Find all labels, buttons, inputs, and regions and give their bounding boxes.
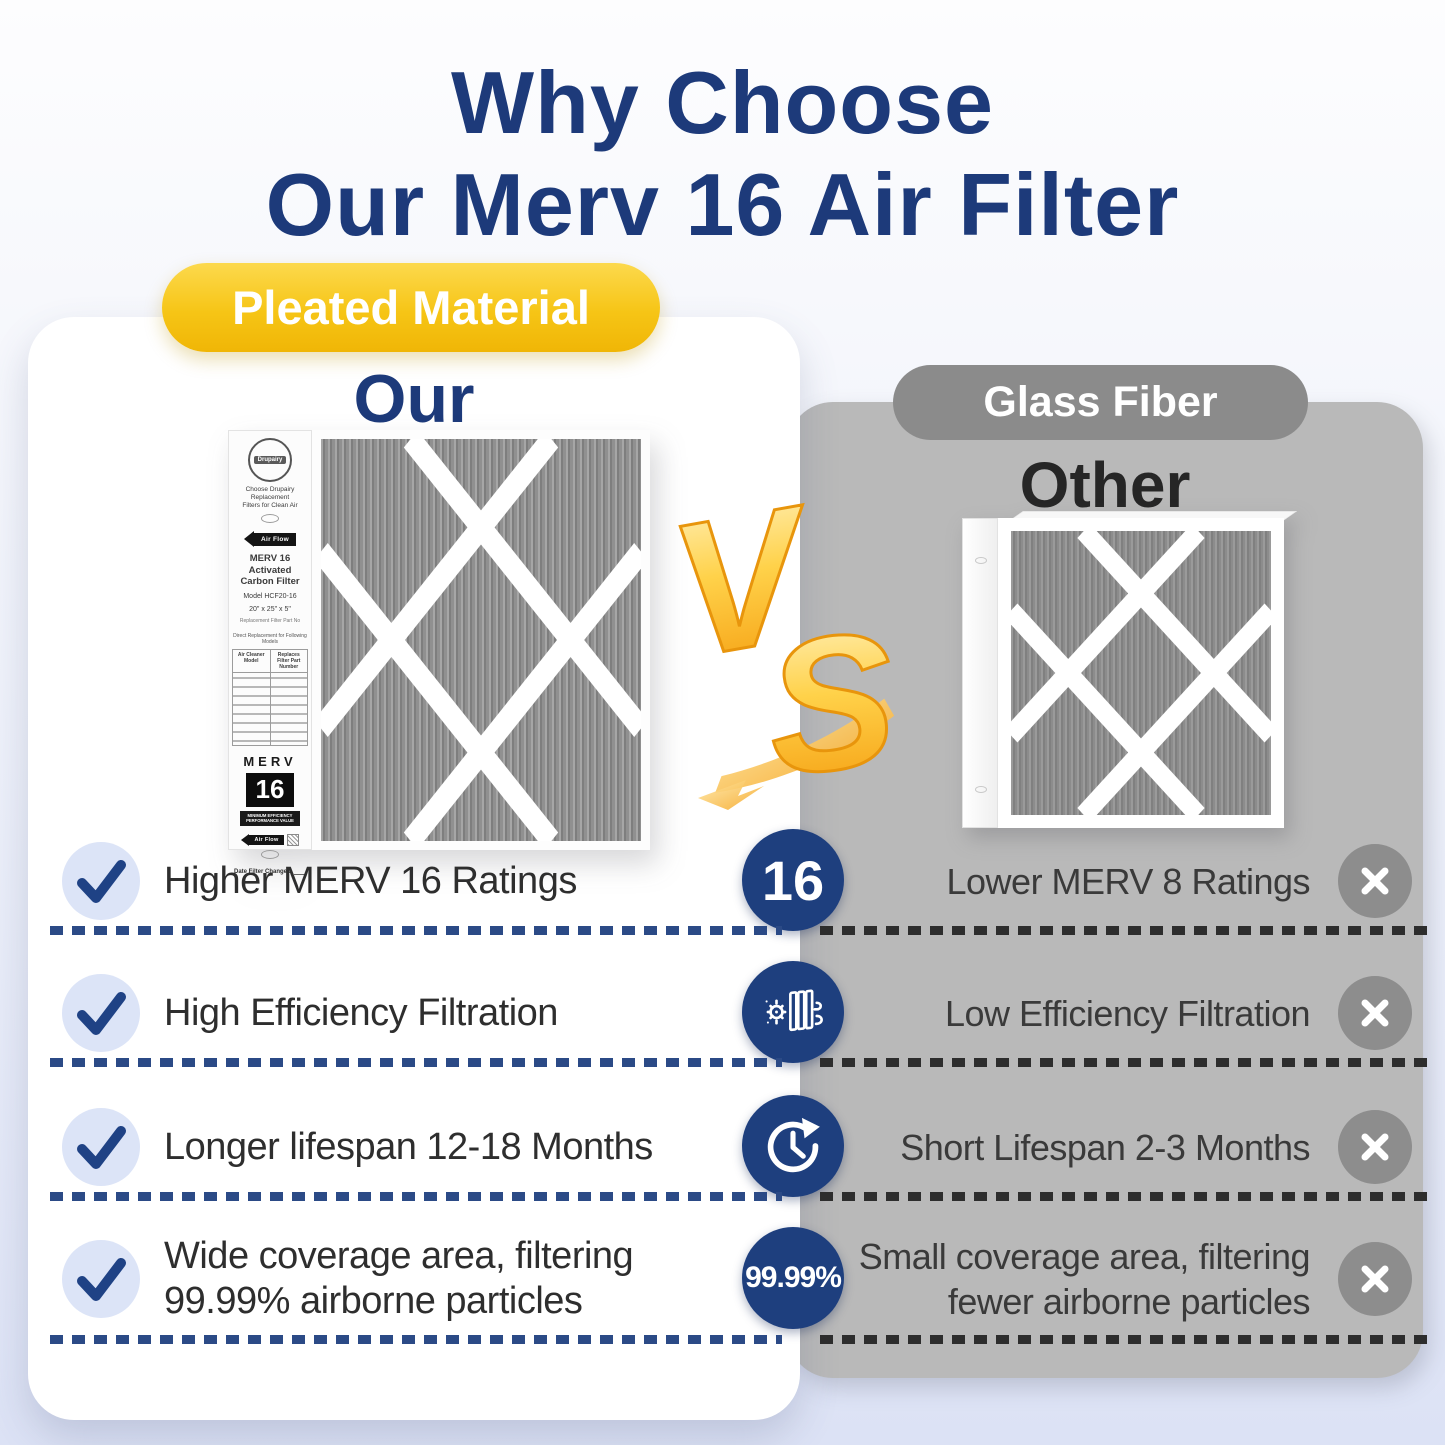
arrow-left-icon <box>241 833 250 846</box>
air-flow-arrow-icon: Air Flow <box>243 531 297 548</box>
pleated-material-badge: Pleated Material <box>162 263 660 352</box>
feature-row-2: High Efficiency Filtration <box>62 958 722 1068</box>
package-oval-mark <box>261 514 279 524</box>
filter-box-side <box>962 518 998 828</box>
drawback-text: Low Efficiency Filtration <box>945 992 1311 1034</box>
x-icon <box>1338 1110 1412 1184</box>
merv-rating-box: 16 <box>246 772 294 807</box>
qr-code-icon <box>286 833 299 846</box>
feature-text: Higher MERV 16 Ratings <box>164 859 577 902</box>
other-heading: Other <box>1019 449 1191 521</box>
drawback-row-2: Low Efficiency Filtration <box>824 958 1422 1068</box>
package-label-panel: Drupairy Choose Drupairy Replacement Fil… <box>228 430 312 875</box>
filter-size: 20" x 25" x 5" <box>249 605 291 613</box>
divider-dashed <box>50 926 782 935</box>
clock-refresh-icon <box>742 1095 844 1197</box>
check-icon <box>62 1108 140 1186</box>
svg-text:S: S <box>757 592 905 816</box>
feature-row-1: Higher MERV 16 Ratings <box>62 826 722 936</box>
filter-lattice <box>1011 531 1271 815</box>
x-icon <box>1338 976 1412 1050</box>
merv-subtext: MINIMUM EFFICIENCY PERFORMANCE VALUE <box>240 810 300 826</box>
replacement-table: Air Cleaner Model Replaces Filter Part N… <box>232 648 308 746</box>
vs-graphic: V S <box>656 464 928 828</box>
model-number: Model HCF20-16 <box>243 592 297 600</box>
divider-dashed <box>820 926 1430 935</box>
page-title: Why Choose Our Merv 16 Air Filter <box>0 52 1445 256</box>
divider-dashed <box>820 1058 1430 1067</box>
check-icon <box>62 842 140 920</box>
divider-dashed <box>820 1192 1430 1201</box>
package-tagline: Choose Drupairy Replacement Filters for … <box>242 486 298 510</box>
glass-fiber-badge: Glass Fiber <box>893 365 1308 440</box>
arrow-left-icon <box>243 531 254 548</box>
merv-label: MERV <box>243 753 297 769</box>
filtration-icon <box>742 961 844 1063</box>
drawback-text: Lower MERV 8 Ratings <box>946 860 1311 902</box>
x-icon <box>1338 844 1412 918</box>
pleated-filter-face <box>312 430 650 850</box>
divider-dashed <box>50 1192 782 1201</box>
feature-text: Longer lifespan 12-18 Months <box>164 1125 653 1168</box>
feature-text: Wide coverage area, filtering 99.99% air… <box>164 1235 634 1322</box>
drawback-row-1: Lower MERV 8 Ratings <box>824 826 1422 936</box>
x-icon <box>1338 1242 1412 1316</box>
replacement-table-header: Air Cleaner Model Replaces Filter Part N… <box>233 649 307 673</box>
our-filter-product: Drupairy Choose Drupairy Replacement Fil… <box>228 430 650 875</box>
replacement-table-rows <box>233 672 307 745</box>
product-name: MERV 16 Activated Carbon Filter <box>240 553 300 588</box>
feature-text: High Efficiency Filtration <box>164 991 558 1034</box>
page-title-line2: Our Merv 16 Air Filter <box>265 155 1180 255</box>
package-oval-mark <box>261 849 279 859</box>
our-heading: Our <box>353 361 475 437</box>
replacement-table-caption: Direct Replacement for Following Models <box>233 632 307 645</box>
air-flow-label: Air Flow <box>253 532 297 546</box>
other-filter-product <box>962 511 1298 828</box>
check-icon <box>62 974 140 1052</box>
date-filter-changed: Date Filter Changed <box>234 869 306 875</box>
check-icon <box>62 1240 140 1318</box>
filter-lattice <box>321 439 641 841</box>
brand-logo-text: Drupairy <box>253 456 287 464</box>
air-flow-arrow-icon: Air Flow <box>241 833 299 846</box>
brand-logo: Drupairy <box>248 438 292 482</box>
drawback-row-3: Short Lifespan 2-3 Months <box>824 1092 1422 1202</box>
divider-dashed <box>50 1335 782 1344</box>
divider-dashed <box>50 1058 782 1067</box>
part-note: Replacement Filter Part No <box>239 617 301 624</box>
feature-row-4: Wide coverage area, filtering 99.99% air… <box>62 1224 722 1334</box>
drawback-text: Small coverage area, filtering fewer air… <box>858 1236 1311 1322</box>
merv-16-center-badge: 16 <box>742 829 844 931</box>
feature-row-3: Longer lifespan 12-18 Months <box>62 1092 722 1202</box>
drawback-text: Short Lifespan 2-3 Months <box>900 1126 1310 1168</box>
divider-dashed <box>820 1335 1430 1344</box>
drawback-row-4: Small coverage area, filtering fewer air… <box>824 1224 1422 1334</box>
coverage-percent-badge: 99.99% <box>742 1227 844 1329</box>
page-title-line1: Why Choose <box>451 53 994 152</box>
glass-fiber-filter-face <box>998 518 1284 828</box>
